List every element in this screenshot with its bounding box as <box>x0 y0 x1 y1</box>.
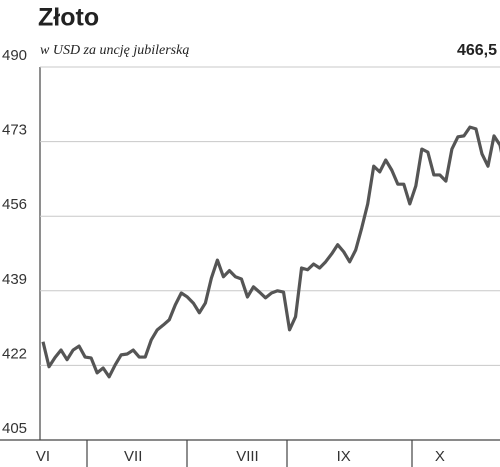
y-tick-label: 422 <box>2 345 27 362</box>
x-tick-label: X <box>435 448 445 465</box>
chart-title: Złoto <box>38 4 99 32</box>
y-tick-label: 405 <box>2 420 27 437</box>
y-tick-label: 439 <box>2 271 27 288</box>
y-tick-label: 490 <box>2 47 27 64</box>
x-tick-label: VIII <box>236 448 259 465</box>
x-tick-label: VII <box>124 448 142 465</box>
last-value-label: 466,5 <box>457 42 497 59</box>
x-tick-label: IX <box>337 448 351 465</box>
x-tick-label: VI <box>36 448 50 465</box>
month-dividers <box>86 440 413 467</box>
price-line <box>41 125 500 379</box>
y-tick-label: 456 <box>2 196 27 213</box>
chart-subtitle: w USD za uncję jubilerską <box>40 43 189 58</box>
y-tick-label: 473 <box>2 122 27 139</box>
